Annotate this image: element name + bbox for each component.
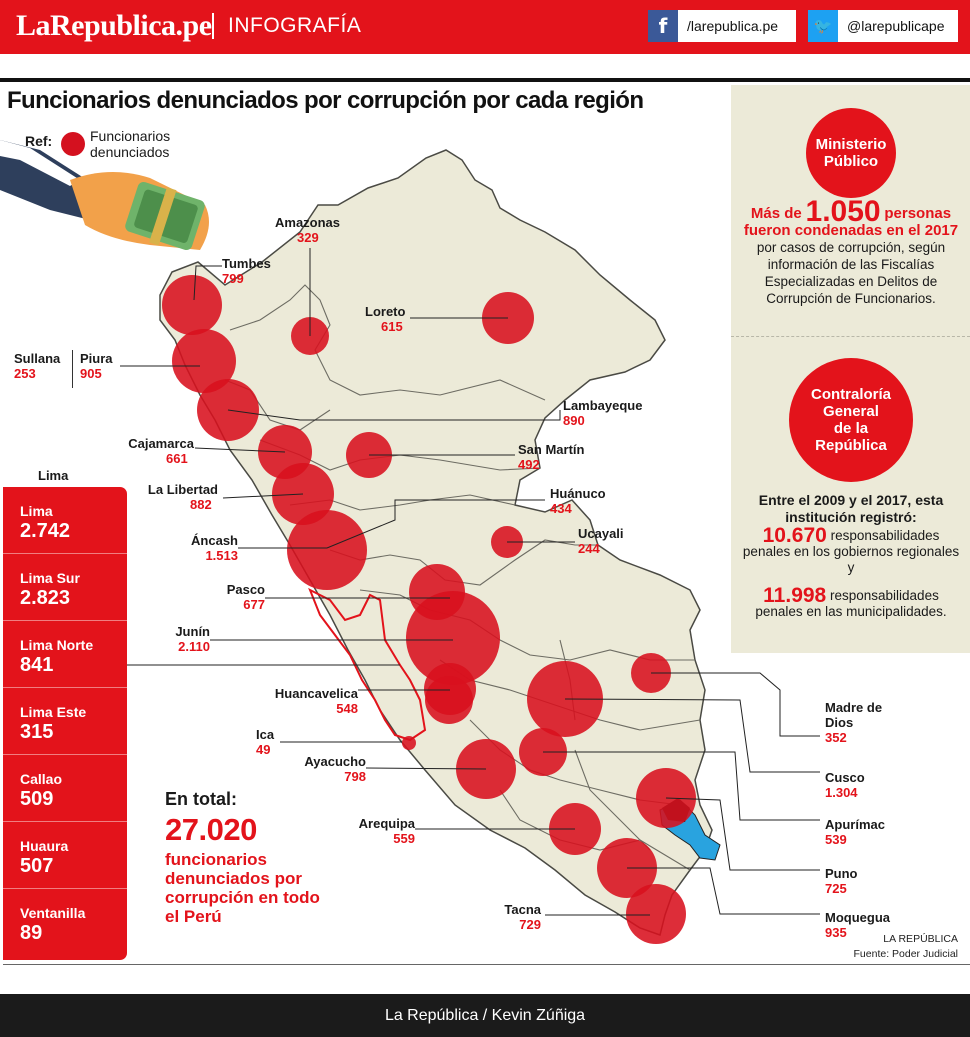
label-la-libertad: La Libertad 882 (147, 482, 218, 512)
legend-text-line2: denunciados (90, 144, 170, 160)
ministerio-badge: Ministerio Público (806, 108, 896, 198)
ministerio-unit: personas (884, 205, 952, 222)
contraloria-badge: Contraloría General de la República (789, 358, 913, 482)
twitter-handle: @larepublicape (847, 18, 945, 34)
source-credit: LA REPÚBLICA Fuente: Poder Judicial (854, 932, 958, 962)
twitter-icon: 🐦 (808, 10, 838, 42)
label-apurimac: Apurímac 539 (825, 817, 885, 847)
lima-panel: Lima 2.742 Lima Sur 2.823 Lima Norte 841 Li… (3, 487, 127, 960)
credit-publisher: LA REPÚBLICA (883, 933, 958, 945)
total-heading: En total: (165, 789, 237, 809)
lima-row: Lima Este 315 (3, 688, 127, 755)
contraloria-stat-1-number: 10.670 (762, 524, 827, 547)
label-ucayali: Ucayali 244 (578, 526, 624, 556)
bubble-piura (172, 329, 236, 393)
label-piura: Piura 905 (80, 351, 113, 381)
label-huanuco: Huánuco 434 (550, 486, 606, 516)
ministerio-text: Más de 1.050 personas fueron condenadas … (736, 197, 966, 307)
lima-row: Lima Norte 841 (3, 621, 127, 688)
facebook-link[interactable]: f /larepublica.pe (648, 10, 796, 42)
ministerio-line2: fueron condenadas en el 2017 (743, 222, 959, 239)
label-amazonas: Amazonas 329 (275, 215, 341, 245)
page-title: Funcionarios denunciados por corrupción … (7, 87, 644, 114)
peru-map (0, 140, 820, 944)
panel-divider (731, 336, 970, 337)
label-tacna: Tacna 729 (504, 902, 541, 932)
ministerio-rest: por casos de corrupción, según informaci… (756, 240, 946, 306)
ministerio-badge-line1: Ministerio (815, 135, 887, 153)
label-moquegua: Moquegua 935 (825, 910, 890, 940)
label-junin: Junín 2.110 (175, 624, 210, 654)
contraloria-badge-line2: General (823, 402, 879, 420)
lima-row: Ventanilla 89 (20, 905, 86, 944)
label-arequipa: Arequipa 559 (358, 816, 415, 846)
label-cajamarca: Cajamarca 661 (128, 436, 194, 466)
bubble-tacna (626, 884, 686, 944)
legend-dot (61, 132, 85, 156)
contraloria-badge-line1: Contraloría (810, 385, 891, 403)
label-ancash: Áncash 1.513 (191, 533, 238, 563)
bubble-ica (402, 736, 416, 750)
label-madre-de-dios: Madre de Dios 352 (825, 700, 883, 745)
brand-logo[interactable]: LaRepublica.pe (16, 9, 212, 42)
legend-text: Funcionarios denunciados (90, 128, 170, 160)
lima-region-outline (308, 587, 427, 742)
bubble-tumbes (162, 275, 222, 335)
contraloria-stat-2: 11.998 responsabilidades penales en las … (738, 585, 964, 620)
ministerio-lead: Más de (750, 205, 802, 222)
credit-source: Fuente: Poder Judicial (853, 948, 958, 960)
lima-heading: Lima (38, 468, 69, 483)
lima-row: Lima Sur 2.823 (3, 554, 127, 621)
bubble-junin (406, 591, 500, 685)
lima-row: Callao 509 (3, 755, 127, 822)
bubble-huancavelica (425, 676, 473, 724)
lima-row: Lima 2.742 (3, 487, 127, 554)
label-sullana: Sullana 253 (14, 351, 61, 381)
label-huancavelica: Huancavelica 548 (274, 686, 358, 716)
label-lambayeque: Lambayeque 890 (563, 398, 643, 428)
total-text: funcionarios denunciados por corrupción … (165, 850, 320, 926)
label-san-martin: San Martín 492 (518, 442, 585, 472)
title-rule (0, 78, 970, 82)
contraloria-stat-2-number: 11.998 (763, 584, 827, 607)
sullana-piura-divider (72, 350, 73, 388)
ministerio-badge-line2: Público (823, 153, 879, 170)
bubble-ancash (287, 510, 367, 590)
contraloria-badge-line3: de la (833, 420, 869, 437)
total-value: 27.020 (165, 812, 257, 847)
label-cusco: Cusco 1.304 (825, 770, 865, 800)
money-hand-illustration (0, 140, 209, 250)
label-ayacucho: Ayacucho 798 (304, 754, 366, 784)
contraloria-stat-2-text: responsabilidades penales en las municip… (755, 588, 947, 619)
label-ica: Ica 49 (256, 727, 275, 757)
label-pasco: Pasco 677 (226, 582, 265, 612)
section-label: INFOGRAFÍA (228, 14, 362, 37)
twitter-link[interactable]: 🐦 @larepublicape (808, 10, 958, 42)
label-puno: Puno 725 (825, 866, 858, 896)
leader-lines (120, 248, 820, 916)
legend-text-line1: Funcionarios (90, 128, 171, 144)
brand-divider (212, 13, 214, 39)
bottom-rule (3, 964, 970, 965)
contraloria-badge-line4: República (815, 437, 887, 455)
lima-row: Huaura 507 (3, 822, 127, 889)
facebook-icon: f (648, 10, 678, 42)
legend-ref-label: Ref: (25, 133, 53, 149)
contraloria-stat-1-text: responsabilidades penales en los gobiern… (742, 528, 960, 575)
label-tumbes: Tumbes 799 (222, 256, 271, 286)
facebook-handle: /larepublica.pe (687, 18, 779, 34)
contraloria-stat-1: 10.670 responsabilidades penales en los … (738, 525, 964, 576)
top-bar: LaRepublica.pe INFOGRAFÍA f /larepublica… (0, 0, 970, 54)
footer-author: La República / Kevin Zúñiga (0, 994, 970, 1037)
label-loreto: Loreto 615 (365, 304, 406, 334)
contraloria-intro: Entre el 2009 y el 2017, esta institució… (758, 492, 944, 525)
